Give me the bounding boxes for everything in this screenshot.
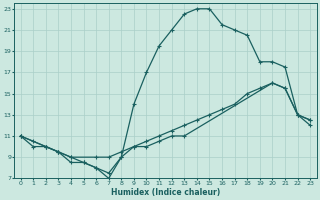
- X-axis label: Humidex (Indice chaleur): Humidex (Indice chaleur): [111, 188, 220, 197]
